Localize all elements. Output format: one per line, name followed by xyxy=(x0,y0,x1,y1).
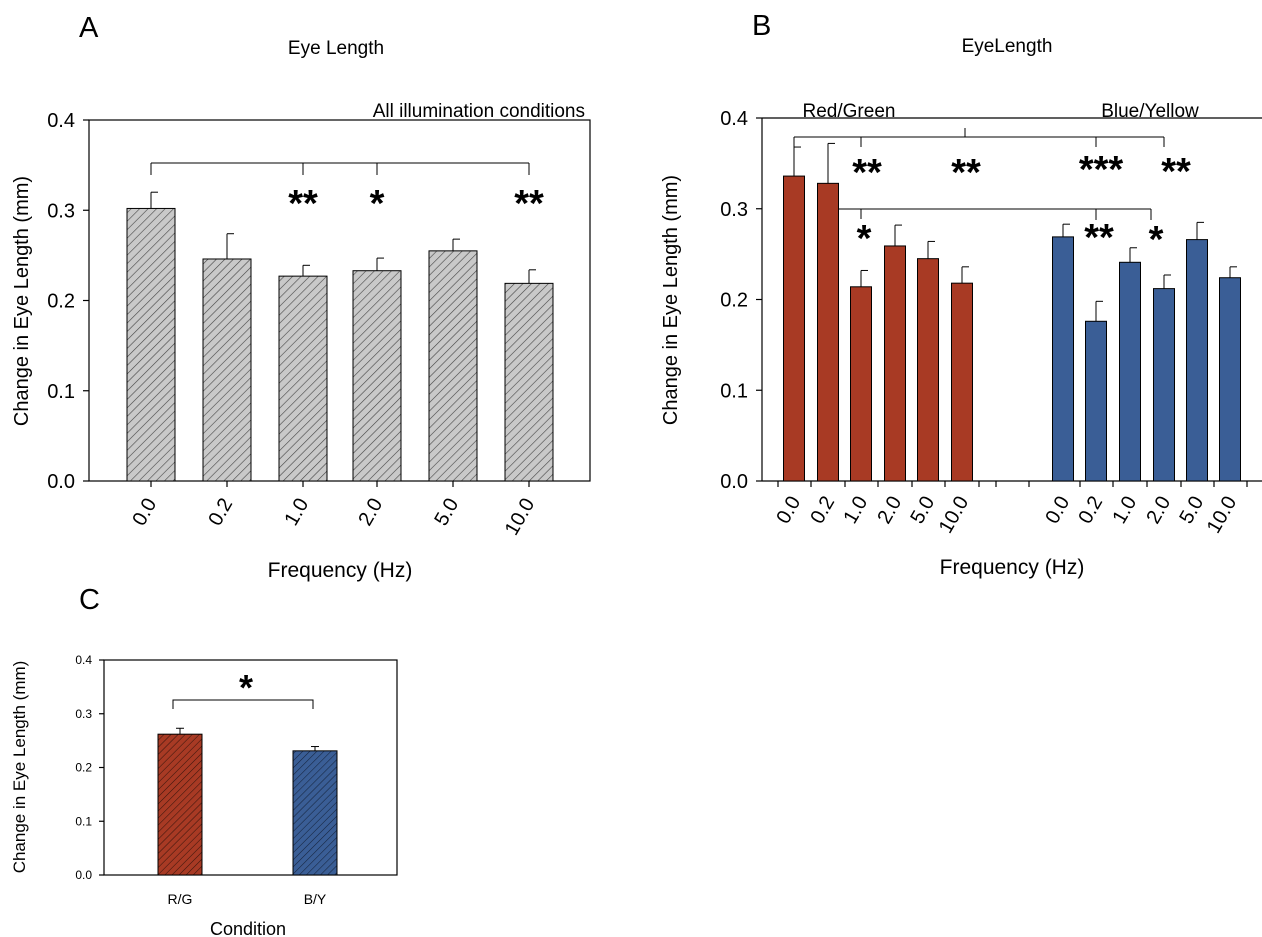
bar xyxy=(504,282,554,482)
significance-marker: ** xyxy=(1084,217,1114,259)
x-tick-label: B/Y xyxy=(304,891,327,907)
significance-marker: * xyxy=(370,183,385,225)
y-tick-label: 0.1 xyxy=(720,380,748,402)
x-tick-label: 2.0 xyxy=(1142,493,1175,528)
panel-a-plot: 0.00.10.20.30.40.0 0.2 1.0 2.0 5.0 10.0** * ** xyxy=(47,110,591,540)
panel-b-group2-label: Blue/Yellow xyxy=(1101,101,1199,122)
significance-marker: * xyxy=(857,218,872,260)
significance-marker: * xyxy=(1149,219,1164,261)
significance-marker: ** xyxy=(852,152,882,194)
significance-bracket xyxy=(172,699,314,709)
x-tick-label: 10.0 xyxy=(1203,493,1242,538)
bar xyxy=(783,175,805,482)
x-tick-label: 0.2 xyxy=(204,495,237,530)
panel-b-xlabel: Frequency (Hz) xyxy=(940,556,1085,579)
y-tick-label: 0.4 xyxy=(75,653,92,667)
panel-a-letter: A xyxy=(79,12,99,44)
panel-c-xlabel: Condition xyxy=(210,919,286,937)
panel-a-annotation: All illumination conditions xyxy=(373,101,585,122)
x-tick-label: 0.0 xyxy=(1041,493,1074,528)
y-tick-label: 0.1 xyxy=(75,814,92,828)
panel-b-letter: B xyxy=(752,10,771,42)
bar xyxy=(1153,288,1175,482)
x-tick-label: 1.0 xyxy=(280,495,313,530)
x-tick-label: 10.0 xyxy=(935,493,974,538)
x-tick-label: 10.0 xyxy=(501,495,540,540)
significance-marker: ** xyxy=(514,183,544,225)
x-tick-label: 0.0 xyxy=(772,493,805,528)
x-tick-label: 5.0 xyxy=(906,493,939,528)
panel-a: A Eye Length All illumination conditions… xyxy=(11,12,591,582)
y-tick-label: 0.3 xyxy=(47,200,75,222)
panel-a-xlabel: Frequency (Hz) xyxy=(268,559,413,582)
y-tick-label: 0.4 xyxy=(47,110,75,132)
panel-b: B EyeLength Red/Green Blue/Yellow Freque… xyxy=(660,10,1262,579)
bar xyxy=(817,182,839,482)
panel-b-title: EyeLength xyxy=(962,36,1053,57)
y-tick-label: 0.1 xyxy=(47,381,75,403)
panel-a-ylabel: Change in Eye Length (mm) xyxy=(11,176,33,426)
x-tick-label: 2.0 xyxy=(354,495,387,530)
x-tick-label: R/G xyxy=(168,891,193,907)
y-tick-label: 0.3 xyxy=(75,707,92,721)
bar xyxy=(850,286,872,482)
bar xyxy=(352,270,402,482)
significance-marker: ** xyxy=(1161,151,1191,193)
bar xyxy=(157,733,203,876)
panel-a-title: Eye Length xyxy=(288,38,384,59)
significance-marker: *** xyxy=(1079,149,1124,191)
y-tick-label: 0.2 xyxy=(720,290,748,312)
y-tick-label: 0.0 xyxy=(720,471,748,493)
x-tick-label: 0.2 xyxy=(806,493,839,528)
significance-marker: ** xyxy=(288,183,318,225)
panel-c-letter: C xyxy=(79,584,100,616)
bar xyxy=(1219,277,1241,482)
y-tick-label: 0.2 xyxy=(47,291,75,313)
panel-b-ylabel: Change in Eye Length (mm) xyxy=(660,175,682,425)
y-tick-label: 0.4 xyxy=(720,108,748,130)
bar xyxy=(917,258,939,482)
bar xyxy=(951,282,973,482)
x-tick-label: 1.0 xyxy=(839,493,872,528)
bar xyxy=(1119,261,1141,482)
x-tick-label: 0.2 xyxy=(1074,493,1107,528)
y-tick-label: 0.2 xyxy=(75,761,92,775)
significance-marker: ** xyxy=(951,152,981,194)
y-tick-label: 0.3 xyxy=(720,199,748,221)
bar xyxy=(1052,236,1074,482)
bar xyxy=(1186,239,1208,482)
x-tick-label: 0.0 xyxy=(128,495,161,530)
bar xyxy=(884,245,906,482)
x-tick-label: 5.0 xyxy=(430,495,463,530)
bar xyxy=(202,258,252,482)
panel-c-ylabel: Change in Eye Length (mm) xyxy=(10,661,29,874)
x-tick-label: 1.0 xyxy=(1108,493,1141,528)
panel-c: C Condition Change in Eye Length (mm) 0.… xyxy=(10,584,398,937)
bar xyxy=(278,275,328,482)
bar xyxy=(126,207,176,482)
significance-marker: * xyxy=(239,667,253,708)
bar xyxy=(428,250,478,482)
panel-b-plot: 0.00.10.20.30.40.0 0.2 1.0 2.0 5.010.0 0.0 0.2… xyxy=(720,108,1262,537)
bar xyxy=(1085,320,1107,482)
y-tick-label: 0.0 xyxy=(75,868,92,882)
y-tick-label: 0.0 xyxy=(47,471,75,493)
bar xyxy=(292,750,338,876)
panel-b-group1-label: Red/Green xyxy=(803,101,896,122)
panel-c-plot: 0.0 0.1 0.2 0.3 0.4 R/G B/Y * xyxy=(75,653,398,907)
x-tick-label: 2.0 xyxy=(873,493,906,528)
x-tick-label: 5.0 xyxy=(1175,493,1208,528)
